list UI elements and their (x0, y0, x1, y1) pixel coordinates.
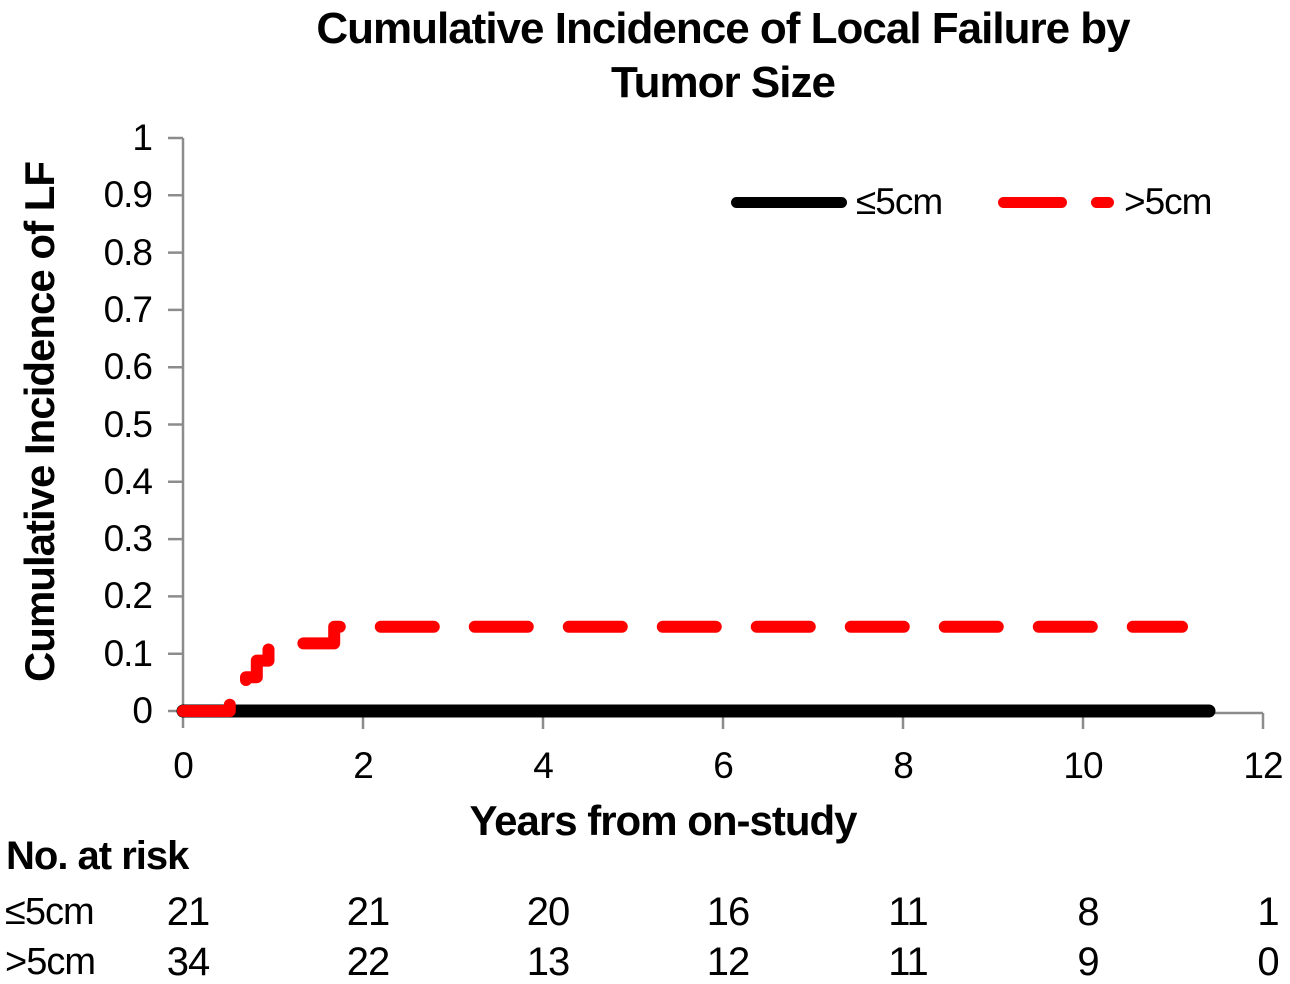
y-tick-label: 0.6 (103, 346, 153, 388)
y-tick-label: 0.9 (103, 174, 153, 216)
risk-row-label-le5cm: ≤5cm (5, 891, 95, 933)
y-tick-label: 0.4 (103, 460, 153, 502)
axis-tick-marks (168, 136, 1265, 729)
legend-line-dash-short-icon (1091, 196, 1114, 208)
x-tick-label: 0 (173, 745, 194, 786)
legend-label-gt5cm: >5cm (1124, 181, 1213, 222)
x-tick-label: 6 (713, 745, 734, 786)
legend-line-dash-long-icon (998, 196, 1067, 208)
y-tick-label: 0.3 (103, 518, 153, 560)
legend-item-gt5cm: >5cm (998, 180, 1213, 224)
risk-value: 34 (166, 940, 211, 984)
y-tick-label: 0.1 (103, 632, 153, 674)
risk-value: 21 (166, 890, 211, 934)
risk-value: 21 (346, 890, 391, 934)
chart-title: Cumulative Incidence of Local Failure by… (183, 2, 1263, 110)
legend-label-le5cm: ≤5cm (856, 181, 943, 222)
risk-value: 13 (526, 940, 571, 984)
risk-row-label-gt5cm: >5cm (5, 941, 96, 983)
risk-value: 1 (1257, 890, 1279, 934)
series-line-gt5cm (177, 620, 1188, 717)
y-tick-label: 1 (132, 117, 153, 158)
y-tick-label: 0.7 (103, 288, 153, 330)
chart-title-line2: Tumor Size (611, 58, 836, 107)
legend-line-solid-icon (731, 196, 847, 208)
legend-item-le5cm: ≤5cm (731, 180, 943, 224)
risk-value: 16 (706, 890, 751, 934)
y-tick-label: 0.2 (103, 575, 153, 617)
y-tick-label: 0.5 (103, 403, 153, 445)
risk-table-row-le5cm: ≤5cm 21 21 20 16 11 8 1 (0, 888, 1290, 938)
x-tick-label: 2 (353, 745, 374, 786)
risk-table-row-gt5cm: >5cm 34 22 13 12 11 9 0 (0, 938, 1290, 984)
risk-value: 12 (706, 940, 751, 984)
y-tick-label: 0.8 (103, 231, 153, 273)
risk-value: 11 (888, 890, 929, 934)
x-tick-label: 8 (893, 745, 914, 786)
risk-value: 0 (1257, 940, 1279, 984)
chart-title-line1: Cumulative Incidence of Local Failure by (316, 4, 1130, 53)
x-tick-label: 10 (1063, 745, 1103, 786)
risk-value: 9 (1077, 940, 1099, 984)
risk-value: 20 (526, 890, 571, 934)
x-tick-label: 4 (533, 745, 554, 786)
risk-value: 11 (888, 940, 929, 984)
y-tick-label: 0 (132, 690, 153, 731)
risk-value: 22 (346, 940, 391, 984)
risk-table-header: No. at risk (6, 834, 189, 878)
x-axis-label: Years from on-study (469, 797, 857, 844)
x-tick-label: 12 (1243, 745, 1283, 786)
risk-value: 8 (1077, 890, 1099, 934)
